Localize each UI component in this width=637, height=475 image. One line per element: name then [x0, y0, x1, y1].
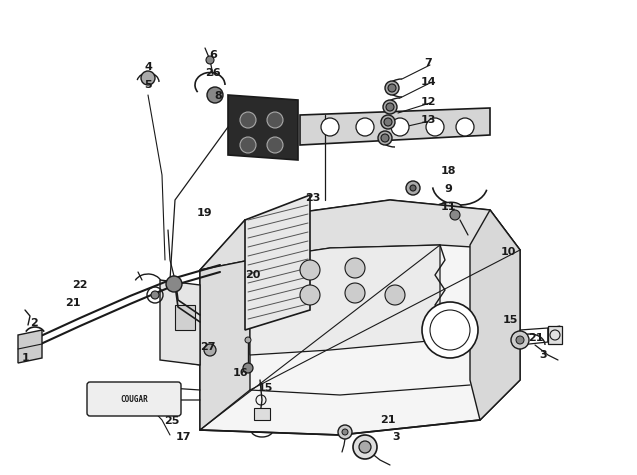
Circle shape — [450, 210, 460, 220]
Circle shape — [345, 258, 365, 278]
Circle shape — [426, 118, 444, 136]
Circle shape — [345, 283, 365, 303]
Text: 22: 22 — [72, 280, 88, 290]
Circle shape — [166, 276, 182, 292]
Circle shape — [386, 103, 394, 111]
Text: 4: 4 — [144, 62, 152, 72]
Circle shape — [245, 337, 251, 343]
Polygon shape — [160, 280, 200, 365]
Text: 24: 24 — [164, 400, 180, 410]
Circle shape — [353, 435, 377, 459]
Polygon shape — [470, 210, 520, 420]
Polygon shape — [548, 326, 560, 344]
Polygon shape — [200, 200, 520, 270]
Polygon shape — [548, 326, 562, 344]
Circle shape — [511, 331, 529, 349]
Circle shape — [381, 134, 389, 142]
Circle shape — [422, 302, 478, 358]
Text: 10: 10 — [500, 247, 516, 257]
Text: 6: 6 — [209, 50, 217, 60]
Polygon shape — [18, 330, 42, 363]
Circle shape — [356, 118, 374, 136]
Circle shape — [143, 395, 153, 405]
Polygon shape — [245, 195, 310, 330]
Circle shape — [342, 429, 348, 435]
Text: 26: 26 — [205, 68, 221, 78]
Circle shape — [243, 363, 253, 373]
Circle shape — [338, 425, 352, 439]
Circle shape — [378, 131, 392, 145]
Circle shape — [300, 285, 320, 305]
Polygon shape — [250, 245, 440, 355]
Text: 23: 23 — [305, 193, 320, 203]
Polygon shape — [175, 305, 195, 330]
Circle shape — [516, 336, 524, 344]
Text: 3: 3 — [392, 432, 400, 442]
Circle shape — [204, 344, 216, 356]
Circle shape — [383, 100, 397, 114]
Circle shape — [141, 71, 155, 85]
Circle shape — [385, 81, 399, 95]
FancyBboxPatch shape — [87, 382, 181, 416]
Text: 15: 15 — [257, 383, 273, 393]
Polygon shape — [200, 260, 250, 430]
Text: 1: 1 — [22, 353, 30, 363]
Circle shape — [384, 118, 392, 126]
Circle shape — [240, 112, 256, 128]
Circle shape — [151, 291, 159, 299]
Polygon shape — [228, 95, 298, 160]
Circle shape — [410, 185, 416, 191]
Text: 21: 21 — [528, 333, 544, 343]
Text: 14: 14 — [420, 77, 436, 87]
Circle shape — [300, 260, 320, 280]
Text: 16: 16 — [233, 368, 248, 378]
Text: 12: 12 — [420, 97, 436, 107]
Text: 18: 18 — [440, 166, 455, 176]
Circle shape — [385, 285, 405, 305]
Circle shape — [406, 181, 420, 195]
Polygon shape — [300, 108, 490, 145]
Text: 21: 21 — [65, 298, 81, 308]
Text: COUGAR: COUGAR — [120, 395, 148, 403]
Circle shape — [240, 137, 256, 153]
Text: 27: 27 — [200, 342, 216, 352]
Text: 19: 19 — [197, 208, 213, 218]
Text: 5: 5 — [144, 80, 152, 90]
Text: 13: 13 — [420, 115, 436, 125]
Text: 8: 8 — [214, 91, 222, 101]
Text: 25: 25 — [164, 416, 180, 426]
Circle shape — [267, 137, 283, 153]
Text: 21: 21 — [380, 415, 396, 425]
Circle shape — [388, 84, 396, 92]
Text: 9: 9 — [444, 184, 452, 194]
Circle shape — [456, 118, 474, 136]
Text: 3: 3 — [539, 350, 547, 360]
Text: 2: 2 — [30, 318, 38, 328]
Text: 20: 20 — [245, 270, 261, 280]
Text: 17: 17 — [175, 432, 190, 442]
Circle shape — [207, 87, 223, 103]
Circle shape — [206, 56, 214, 64]
Text: 15: 15 — [503, 315, 518, 325]
Circle shape — [321, 118, 339, 136]
Circle shape — [359, 441, 371, 453]
Polygon shape — [200, 200, 520, 435]
Text: 7: 7 — [424, 58, 432, 68]
Circle shape — [267, 112, 283, 128]
Polygon shape — [254, 408, 270, 420]
Circle shape — [391, 118, 409, 136]
Ellipse shape — [428, 202, 462, 222]
Text: 11: 11 — [440, 202, 455, 212]
Circle shape — [381, 115, 395, 129]
